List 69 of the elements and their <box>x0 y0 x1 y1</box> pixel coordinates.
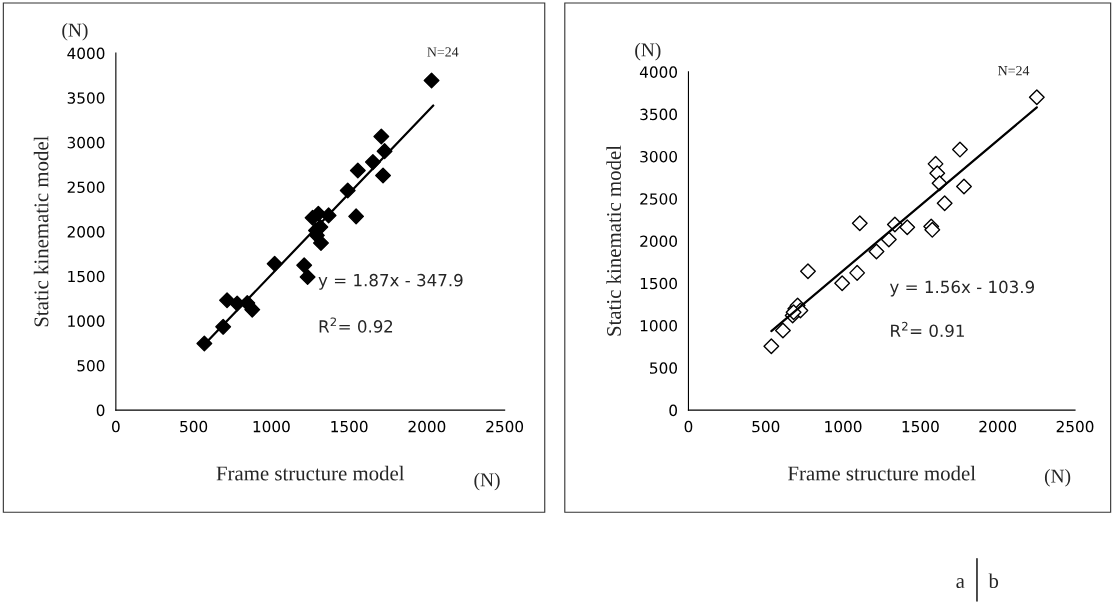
x-tick-label: 1500 <box>902 420 939 433</box>
text: (N) <box>1044 468 1071 487</box>
point <box>956 178 972 195</box>
y-tick-label: 2500 <box>67 181 105 194</box>
y-tick-label: 0 <box>669 404 678 417</box>
point <box>774 322 791 339</box>
y-axis-title: Static kinematic model <box>606 145 622 336</box>
y-tick-label: 2000 <box>67 226 105 238</box>
x-tick-label: 1000 <box>253 420 290 433</box>
point <box>851 215 868 232</box>
y-tick-label: 2500 <box>640 193 678 205</box>
text: (N) <box>62 22 88 41</box>
y-tick-label: 0 <box>96 404 105 417</box>
point <box>799 263 816 280</box>
x-axis-title: Frame structure model <box>788 465 976 481</box>
x-tick-label: 500 <box>180 420 208 433</box>
x-axis-title: Frame structure model <box>216 465 405 481</box>
point <box>219 292 236 309</box>
y-tick-label: 1000 <box>68 315 105 327</box>
point <box>899 219 916 236</box>
x-tick-label: 0 <box>112 420 120 433</box>
x-tick-label: 1500 <box>331 420 368 433</box>
point <box>244 301 261 318</box>
y-tick-label: 1500 <box>640 277 678 290</box>
point <box>763 338 780 355</box>
point <box>373 128 390 145</box>
point <box>951 141 968 158</box>
y-axis-title: Static kinematic model <box>33 136 49 327</box>
y-tick-label: 4000 <box>67 47 105 60</box>
point <box>936 195 953 212</box>
annotation: R$^{2}$= 0.92 <box>319 317 393 333</box>
annotation: R$^{2}$= 0.91 <box>891 321 964 338</box>
y-tick-label: 2000 <box>640 235 678 248</box>
y-tick-label: 3500 <box>67 92 105 104</box>
point <box>834 275 851 292</box>
x-tick-label: 2000 <box>408 420 446 433</box>
y-tick-label: 3500 <box>640 108 678 121</box>
point <box>849 264 866 281</box>
x-tick-label: 2000 <box>979 420 1017 433</box>
point <box>196 335 213 352</box>
point <box>348 208 365 225</box>
point <box>375 167 392 184</box>
annotation: y = 1.56x - 103.9 <box>889 280 1035 297</box>
y-tick-label: 1000 <box>640 320 678 332</box>
annotation: N=24 <box>998 66 1030 76</box>
point <box>423 72 440 89</box>
point <box>1028 89 1045 106</box>
point <box>299 268 316 285</box>
annotation: y = 1.87x - 347.9 <box>318 273 463 290</box>
point <box>868 243 885 260</box>
y-tick-label: 1500 <box>68 270 105 283</box>
point <box>349 162 366 179</box>
x-tick-label: 0 <box>684 420 693 433</box>
point <box>296 257 313 274</box>
x-tick-label: 2500 <box>486 420 524 433</box>
text: (N) <box>474 472 500 491</box>
y-tick-label: 500 <box>77 359 105 372</box>
x-tick-label: 1000 <box>825 420 862 433</box>
text: b <box>988 573 999 589</box>
text: (N) <box>635 42 661 61</box>
y-tick-label: 4000 <box>639 66 678 78</box>
text: a <box>956 578 965 589</box>
annotation: N=24 <box>427 47 459 57</box>
y-tick-label: 500 <box>650 362 678 374</box>
y-tick-label: 3000 <box>640 150 678 163</box>
point <box>313 235 329 252</box>
x-tick-label: 500 <box>752 420 780 433</box>
x-tick-label: 2500 <box>1056 420 1094 433</box>
y-tick-label: 3000 <box>67 136 105 149</box>
